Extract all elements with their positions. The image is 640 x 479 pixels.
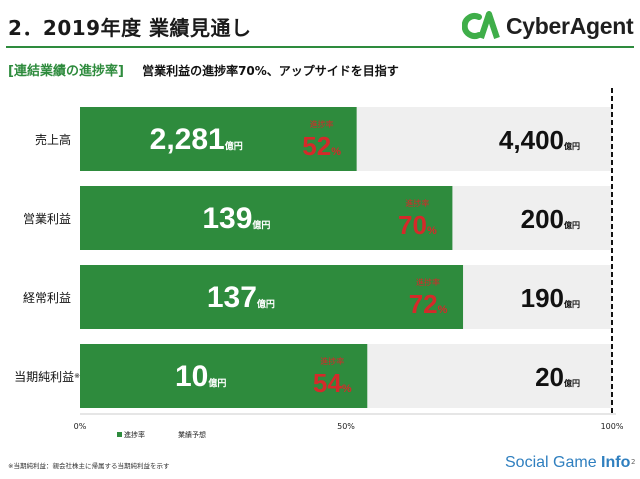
- category-label: 売上高: [35, 132, 71, 147]
- watermark: Social Game Info: [505, 454, 630, 472]
- progress-caption: 進捗率: [310, 119, 334, 129]
- category-label: 経常利益: [23, 291, 71, 305]
- title-rule: [6, 46, 634, 48]
- watermark-text: Social Game: [505, 454, 602, 471]
- category-label: 営業利益: [23, 212, 71, 226]
- actual-bar: [80, 107, 357, 171]
- actual-value-label: 137億円: [207, 281, 275, 314]
- logo-text: CyberAgent: [506, 12, 634, 39]
- legend-label-forecast: 業績予想: [178, 430, 206, 439]
- progress-value-label: 54%: [313, 368, 352, 398]
- progress-caption: 進捗率: [320, 356, 344, 366]
- category-label: 当期純利益※: [14, 370, 80, 384]
- actual-bar: [80, 344, 368, 408]
- progress-caption: 進捗率: [405, 198, 429, 208]
- legend-label-actual: 進捗率: [124, 430, 145, 439]
- progress-value-label: 72%: [409, 289, 448, 319]
- actual-bar: [80, 186, 453, 250]
- footnote: ※当期純利益：親会社株主に帰属する当期純利益を示す: [8, 462, 170, 470]
- subtitle: [連結業績の進捗率] 営業利益の進捗率70%、アップサイドを目指す: [8, 60, 399, 79]
- x-tick-label: 50%: [337, 422, 355, 431]
- subtitle-bracket: [連結業績の進捗率]: [8, 64, 124, 79]
- page-number: 2: [631, 458, 636, 466]
- watermark-text-bold: Info: [601, 454, 631, 471]
- cyberagent-logo: CyberAgent: [462, 8, 634, 44]
- subtitle-text: 営業利益の進捗率70%、アップサイドを目指す: [142, 64, 399, 78]
- ca-logo-icon: [462, 11, 500, 39]
- legend-swatch-actual: [117, 432, 122, 437]
- page-title: 2．2019年度 業績見通し: [8, 16, 252, 40]
- x-tick-label: 0%: [74, 422, 87, 431]
- progress-caption: 進捗率: [416, 277, 440, 287]
- x-tick-label: 100%: [601, 422, 624, 431]
- actual-bar: [80, 265, 464, 329]
